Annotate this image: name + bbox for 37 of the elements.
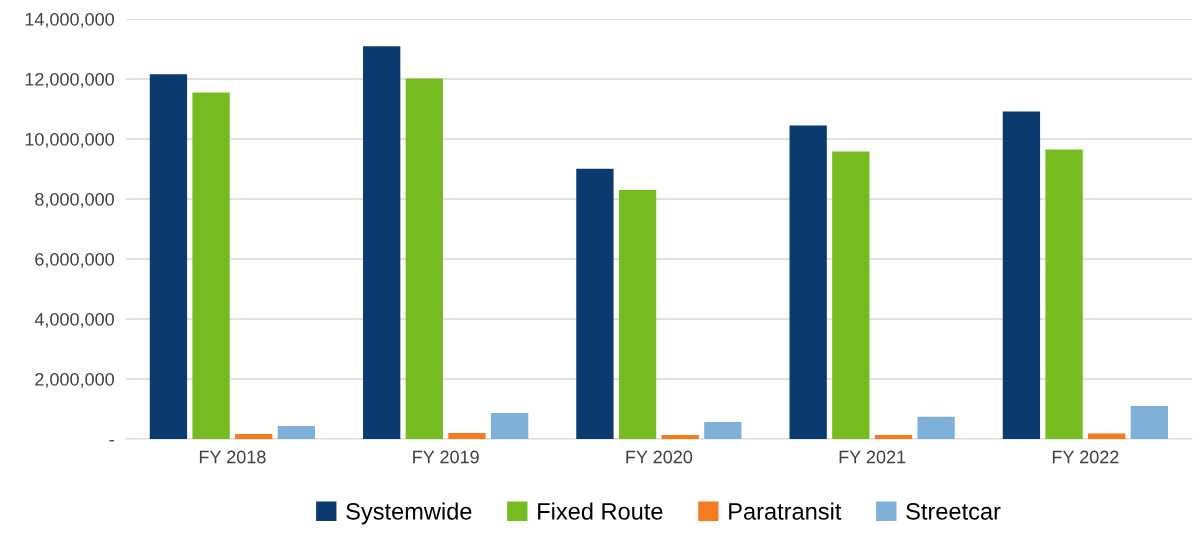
bar xyxy=(576,168,614,440)
y-tick-label: 4,000,000 xyxy=(34,312,114,328)
legend-label: Streetcar xyxy=(906,503,1001,520)
y-tick-label: 8,000,000 xyxy=(35,192,114,208)
y-tick-label: 12,000,000 xyxy=(25,72,114,88)
legend-label: Systemwide xyxy=(346,502,472,525)
y-tick-label: 2,000,000 xyxy=(35,372,114,388)
bar xyxy=(618,189,657,440)
bar xyxy=(1045,149,1083,440)
bar xyxy=(192,92,230,440)
bar xyxy=(235,433,273,440)
x-tick-label: FY 2020 xyxy=(626,450,693,464)
y-tick-label: 10,000,000 xyxy=(25,132,114,148)
bar xyxy=(1088,433,1126,440)
bar xyxy=(1002,111,1041,440)
bar xyxy=(363,46,401,440)
y-tick-label: 14,000,000 xyxy=(25,12,114,28)
y-tick-label: - xyxy=(109,440,114,442)
legend-label: Fixed Route xyxy=(538,502,663,520)
bar xyxy=(490,412,529,440)
x-tick-label: FY 2021 xyxy=(839,450,906,464)
x-tick-label: FY 2018 xyxy=(199,450,266,464)
bar xyxy=(704,421,742,440)
bar xyxy=(917,416,955,440)
bar xyxy=(874,435,913,440)
bar xyxy=(1130,406,1169,440)
x-tick-label: FY 2022 xyxy=(1052,450,1119,464)
bar xyxy=(448,433,486,440)
bar xyxy=(149,74,188,440)
legend-label: Paratransit xyxy=(729,502,842,520)
y-tick-label: 6,000,000 xyxy=(35,252,114,268)
x-tick-label: FY 2019 xyxy=(413,450,479,464)
bar xyxy=(277,426,316,440)
bar xyxy=(832,151,870,440)
bar xyxy=(405,78,443,440)
bar xyxy=(661,435,699,440)
bar xyxy=(789,125,827,440)
